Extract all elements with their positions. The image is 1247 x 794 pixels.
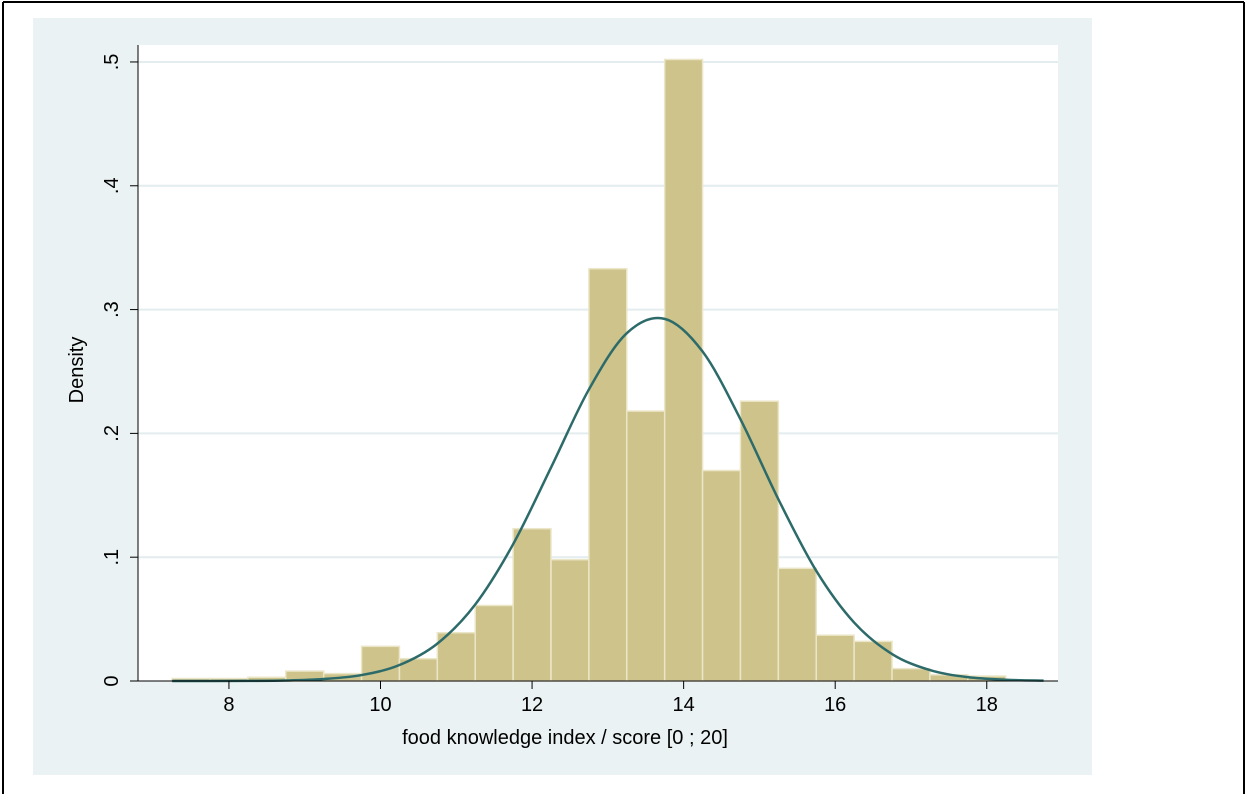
bar — [588, 267, 628, 682]
y-tick-label: 0 — [101, 675, 123, 686]
bar — [701, 469, 742, 682]
bar — [739, 400, 780, 682]
y-axis-label: Density — [66, 337, 88, 404]
bar — [891, 667, 931, 682]
x-axis-label: food knowledge index / score [0 ; 20] — [402, 727, 728, 749]
bar — [512, 527, 552, 682]
bar — [777, 567, 818, 682]
y-tick-label: .1 — [101, 549, 123, 566]
x-tick-label: 8 — [223, 694, 234, 716]
y-tick-label: .3 — [101, 301, 123, 318]
y-tick-label: .5 — [101, 54, 123, 71]
bar — [663, 58, 704, 682]
bar — [853, 640, 893, 682]
bar — [360, 645, 401, 682]
bar — [626, 410, 666, 682]
x-tick-label: 16 — [824, 694, 846, 716]
bar — [474, 604, 514, 682]
bar — [815, 634, 855, 682]
x-tick-label: 14 — [673, 694, 695, 716]
bar — [550, 558, 590, 682]
y-tick-label: .4 — [101, 177, 123, 194]
density-curve — [172, 316, 1044, 683]
x-tick-label: 18 — [976, 694, 998, 716]
x-tick-label: 10 — [369, 694, 391, 716]
x-tick-label: 12 — [521, 694, 543, 716]
y-tick-label: .2 — [101, 425, 123, 442]
